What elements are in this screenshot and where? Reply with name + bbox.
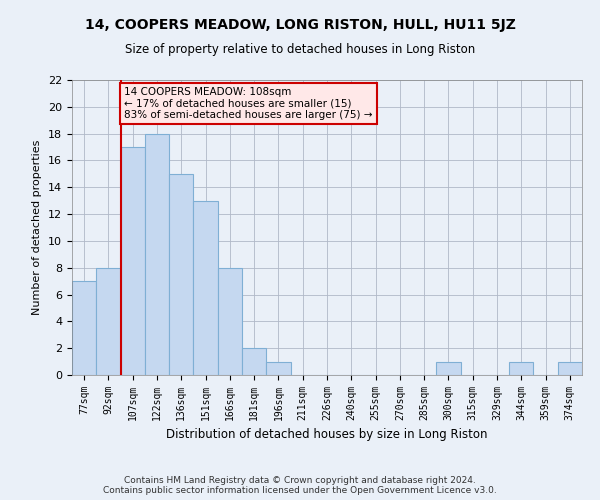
Bar: [242, 348, 266, 375]
Bar: [266, 362, 290, 375]
Text: 14 COOPERS MEADOW: 108sqm
← 17% of detached houses are smaller (15)
83% of semi-: 14 COOPERS MEADOW: 108sqm ← 17% of detac…: [124, 86, 373, 120]
Bar: [193, 200, 218, 375]
Y-axis label: Number of detached properties: Number of detached properties: [32, 140, 43, 315]
Bar: [96, 268, 121, 375]
Bar: [72, 281, 96, 375]
Bar: [145, 134, 169, 375]
Text: 14, COOPERS MEADOW, LONG RISTON, HULL, HU11 5JZ: 14, COOPERS MEADOW, LONG RISTON, HULL, H…: [85, 18, 515, 32]
Bar: [121, 147, 145, 375]
Bar: [558, 362, 582, 375]
Text: Size of property relative to detached houses in Long Riston: Size of property relative to detached ho…: [125, 42, 475, 56]
Bar: [509, 362, 533, 375]
Bar: [169, 174, 193, 375]
Bar: [218, 268, 242, 375]
X-axis label: Distribution of detached houses by size in Long Riston: Distribution of detached houses by size …: [166, 428, 488, 442]
Bar: [436, 362, 461, 375]
Text: Contains HM Land Registry data © Crown copyright and database right 2024.
Contai: Contains HM Land Registry data © Crown c…: [103, 476, 497, 495]
